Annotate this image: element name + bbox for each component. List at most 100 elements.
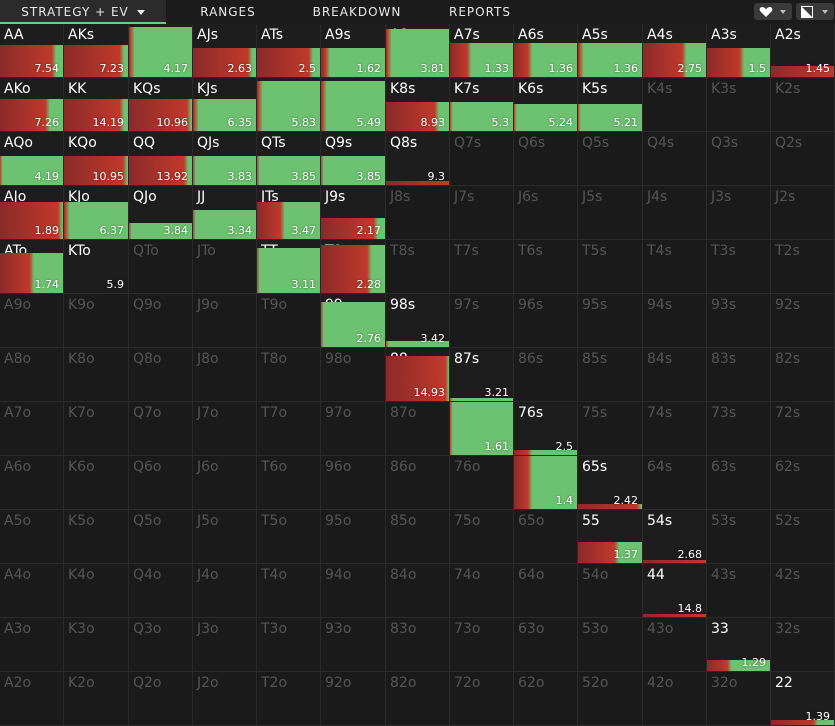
hand-cell[interactable]: K9s5.49 (321, 78, 386, 132)
hand-cell[interactable]: K5o (64, 510, 129, 564)
hand-cell[interactable]: 93o (321, 618, 386, 672)
hand-cell[interactable]: Q6o (129, 456, 193, 510)
hand-cell[interactable]: 72s (771, 402, 835, 456)
hand-cell[interactable]: 992.76 (321, 294, 386, 348)
hand-cell[interactable]: T4o (257, 564, 321, 618)
hand-cell[interactable]: K9o (64, 294, 129, 348)
hand-cell[interactable]: K3o (64, 618, 129, 672)
hand-cell[interactable]: 95o (321, 510, 386, 564)
hand-cell[interactable]: J9o (193, 294, 257, 348)
hand-cell[interactable]: K4s (643, 78, 707, 132)
hand-cell[interactable]: 33 1.29 (707, 618, 771, 672)
hand-cell[interactable]: 32o (707, 672, 771, 726)
hand-cell[interactable]: 65s 2.42 (578, 456, 643, 510)
hand-cell[interactable]: 53s (707, 510, 771, 564)
hand-cell[interactable]: KQs 10.96 (129, 78, 193, 132)
hand-cell[interactable]: AQo 4.19 (0, 132, 64, 186)
hand-cell[interactable]: 771.61 (450, 402, 514, 456)
hand-cell[interactable]: J3o (193, 618, 257, 672)
hand-cell[interactable]: Q4o (129, 564, 193, 618)
hand-cell[interactable]: 98s 3.42 (386, 294, 450, 348)
hand-cell[interactable]: K6o (64, 456, 129, 510)
hand-cell[interactable]: A6o (0, 456, 64, 510)
hand-cell[interactable]: Q6s (514, 132, 578, 186)
hand-cell[interactable]: ATo 1.74 (0, 240, 64, 294)
hand-cell[interactable]: K2o (64, 672, 129, 726)
hand-cell[interactable]: T3o (257, 618, 321, 672)
hand-cell[interactable]: A6s 1.36 (514, 24, 578, 78)
hand-cell[interactable]: 75o (450, 510, 514, 564)
hand-cell[interactable]: 54s 2.68 (643, 510, 707, 564)
hand-cell[interactable]: J4s (643, 186, 707, 240)
hand-cell[interactable]: 64s (643, 456, 707, 510)
hand-cell[interactable]: 97o (321, 402, 386, 456)
hand-cell[interactable]: J9s 2.17 (321, 186, 386, 240)
hand-cell[interactable]: T8o (257, 348, 321, 402)
hand-cell[interactable]: K3s (707, 78, 771, 132)
hand-cell[interactable]: JTs 3.47 (257, 186, 321, 240)
hand-cell[interactable]: J7s (450, 186, 514, 240)
hand-cell[interactable]: K8s 8.93 (386, 78, 450, 132)
hand-cell[interactable]: 52s (771, 510, 835, 564)
hand-cell[interactable]: 73s (707, 402, 771, 456)
hand-cell[interactable]: J6s (514, 186, 578, 240)
hand-cell[interactable]: J8s (386, 186, 450, 240)
hand-cell[interactable]: T3s (707, 240, 771, 294)
hand-cell[interactable]: 63s (707, 456, 771, 510)
hand-cell[interactable]: 97s (450, 294, 514, 348)
hand-cell[interactable]: A2o (0, 672, 64, 726)
hand-cell[interactable]: J5o (193, 510, 257, 564)
hand-cell[interactable]: 87s 3.21 (450, 348, 514, 402)
hand-cell[interactable]: KJo 6.37 (64, 186, 129, 240)
hand-cell[interactable]: 63o (514, 618, 578, 672)
hand-cell[interactable]: A9o (0, 294, 64, 348)
hand-cell[interactable]: Q7s (450, 132, 514, 186)
hand-cell[interactable]: 22 1.39 (771, 672, 835, 726)
hand-cell[interactable]: T6o (257, 456, 321, 510)
hand-cell[interactable]: 76s 2.5 (514, 402, 578, 456)
hand-cell[interactable]: AJs 2.63 (193, 24, 257, 78)
hand-cell[interactable]: QTs 3.85 (257, 132, 321, 186)
hand-cell[interactable]: A2s 1.45 (771, 24, 835, 78)
hand-cell[interactable]: 62s (771, 456, 835, 510)
hand-cell[interactable]: K4o (64, 564, 129, 618)
hand-cell[interactable]: 32s (771, 618, 835, 672)
hand-cell[interactable]: 74o (450, 564, 514, 618)
hand-cell[interactable]: 52o (578, 672, 643, 726)
hand-cell[interactable]: Q9s 3.85 (321, 132, 386, 186)
hand-cell[interactable]: K5s 5.21 (578, 78, 643, 132)
hand-cell[interactable]: T7o (257, 402, 321, 456)
hand-cell[interactable]: T6s (514, 240, 578, 294)
hand-cell[interactable]: 73o (450, 618, 514, 672)
hand-cell[interactable]: 74s (643, 402, 707, 456)
hand-cell[interactable]: T5o (257, 510, 321, 564)
hand-cell[interactable]: A5s 1.36 (578, 24, 643, 78)
hand-cell[interactable]: T7s (450, 240, 514, 294)
hand-cell[interactable]: KJs 6.35 (193, 78, 257, 132)
hand-cell[interactable]: 84s (643, 348, 707, 402)
hand-cell[interactable]: K2s (771, 78, 835, 132)
hand-cell[interactable]: 85o (386, 510, 450, 564)
hand-cell[interactable]: 42s (771, 564, 835, 618)
hand-cell[interactable]: AKo 7.26 (0, 78, 64, 132)
hand-cell[interactable]: QQ 13.92 (129, 132, 193, 186)
hand-cell[interactable]: J6o (193, 456, 257, 510)
hand-cell[interactable]: K7o (64, 402, 129, 456)
hand-cell[interactable]: 76o (450, 456, 514, 510)
hand-cell[interactable]: 94o (321, 564, 386, 618)
hand-cell[interactable]: 75s (578, 402, 643, 456)
hand-cell[interactable]: QTo (129, 240, 193, 294)
hand-cell[interactable]: 42o (643, 672, 707, 726)
hand-cell[interactable]: KTs5.83 (257, 78, 321, 132)
hand-cell[interactable]: A5o (0, 510, 64, 564)
hand-cell[interactable]: J5s (578, 186, 643, 240)
hand-cell[interactable]: 92s (771, 294, 835, 348)
hand-cell[interactable]: 98o (321, 348, 386, 402)
hand-cell[interactable]: 86s (514, 348, 578, 402)
hand-cell[interactable]: T5s (578, 240, 643, 294)
hand-cell[interactable]: QJs 3.83 (193, 132, 257, 186)
hand-cell[interactable]: Q8o (129, 348, 193, 402)
hand-cell[interactable]: Q3o (129, 618, 193, 672)
hand-cell[interactable]: 96o (321, 456, 386, 510)
hand-cell[interactable]: 92o (321, 672, 386, 726)
